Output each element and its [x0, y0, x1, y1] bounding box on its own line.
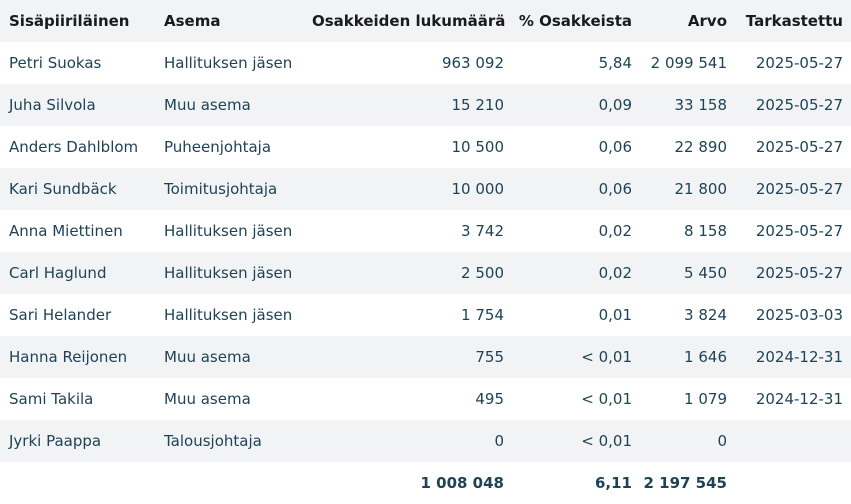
cell-shares: 755	[312, 336, 512, 378]
cell-insider: Petri Suokas	[0, 42, 156, 84]
table-header: Sisäpiiriläinen Asema Osakkeiden lukumää…	[0, 0, 851, 42]
cell-value: 8 158	[640, 210, 735, 252]
column-header-value[interactable]: Arvo	[640, 0, 735, 42]
column-header-insider[interactable]: Sisäpiiriläinen	[0, 0, 156, 42]
cell-shares: 15 210	[312, 84, 512, 126]
totals-empty-cell	[735, 462, 851, 504]
total-value: 2 197 545	[640, 462, 735, 504]
cell-percent: < 0,01	[512, 336, 640, 378]
cell-value: 5 450	[640, 252, 735, 294]
cell-percent: 0,02	[512, 252, 640, 294]
table-row: Jyrki Paappa Talousjohtaja 0 < 0,01 0	[0, 420, 851, 462]
cell-checked: 2025-03-03	[735, 294, 851, 336]
cell-checked: 2025-05-27	[735, 252, 851, 294]
cell-value: 2 099 541	[640, 42, 735, 84]
cell-shares: 3 742	[312, 210, 512, 252]
column-header-shares[interactable]: Osakkeiden lukumäärä	[312, 0, 512, 42]
cell-position: Muu asema	[156, 84, 312, 126]
cell-insider: Juha Silvola	[0, 84, 156, 126]
cell-shares: 10 500	[312, 126, 512, 168]
cell-insider: Anna Miettinen	[0, 210, 156, 252]
cell-value: 33 158	[640, 84, 735, 126]
cell-position: Toimitusjohtaja	[156, 168, 312, 210]
cell-checked	[735, 420, 851, 462]
cell-value: 21 800	[640, 168, 735, 210]
cell-position: Hallituksen jäsen	[156, 252, 312, 294]
column-header-percent[interactable]: % Osakkeista	[512, 0, 640, 42]
cell-insider: Sami Takila	[0, 378, 156, 420]
table-body: Petri Suokas Hallituksen jäsen 963 092 5…	[0, 42, 851, 462]
cell-position: Puheenjohtaja	[156, 126, 312, 168]
cell-percent: 0,02	[512, 210, 640, 252]
cell-checked: 2025-05-27	[735, 126, 851, 168]
cell-insider: Sari Helander	[0, 294, 156, 336]
cell-value: 1 646	[640, 336, 735, 378]
cell-percent: < 0,01	[512, 378, 640, 420]
cell-shares: 495	[312, 378, 512, 420]
cell-insider: Hanna Reijonen	[0, 336, 156, 378]
cell-shares: 10 000	[312, 168, 512, 210]
cell-value: 22 890	[640, 126, 735, 168]
cell-checked: 2024-12-31	[735, 336, 851, 378]
cell-percent: 0,06	[512, 168, 640, 210]
header-row: Sisäpiiriläinen Asema Osakkeiden lukumää…	[0, 0, 851, 42]
table-row: Hanna Reijonen Muu asema 755 < 0,01 1 64…	[0, 336, 851, 378]
table-row: Petri Suokas Hallituksen jäsen 963 092 5…	[0, 42, 851, 84]
cell-checked: 2025-05-27	[735, 210, 851, 252]
cell-shares: 0	[312, 420, 512, 462]
cell-percent: 5,84	[512, 42, 640, 84]
cell-insider: Kari Sundbäck	[0, 168, 156, 210]
total-shares: 1 008 048	[312, 462, 512, 504]
cell-position: Talousjohtaja	[156, 420, 312, 462]
cell-checked: 2025-05-27	[735, 42, 851, 84]
table-row: Anna Miettinen Hallituksen jäsen 3 742 0…	[0, 210, 851, 252]
column-header-checked[interactable]: Tarkastettu	[735, 0, 851, 42]
cell-shares: 2 500	[312, 252, 512, 294]
table-row: Sami Takila Muu asema 495 < 0,01 1 079 2…	[0, 378, 851, 420]
totals-row: 1 008 048 6,11 2 197 545	[0, 462, 851, 504]
cell-position: Hallituksen jäsen	[156, 42, 312, 84]
cell-value: 0	[640, 420, 735, 462]
cell-position: Muu asema	[156, 336, 312, 378]
totals-empty-cell	[0, 462, 156, 504]
cell-value: 1 079	[640, 378, 735, 420]
table-footer: 1 008 048 6,11 2 197 545	[0, 462, 851, 504]
cell-shares: 1 754	[312, 294, 512, 336]
cell-insider: Anders Dahlblom	[0, 126, 156, 168]
table-row: Anders Dahlblom Puheenjohtaja 10 500 0,0…	[0, 126, 851, 168]
totals-empty-cell	[156, 462, 312, 504]
cell-shares: 963 092	[312, 42, 512, 84]
cell-percent: 0,09	[512, 84, 640, 126]
column-header-position[interactable]: Asema	[156, 0, 312, 42]
table-row: Kari Sundbäck Toimitusjohtaja 10 000 0,0…	[0, 168, 851, 210]
cell-checked: 2025-05-27	[735, 168, 851, 210]
table-row: Sari Helander Hallituksen jäsen 1 754 0,…	[0, 294, 851, 336]
cell-checked: 2025-05-27	[735, 84, 851, 126]
cell-insider: Jyrki Paappa	[0, 420, 156, 462]
cell-percent: 0,06	[512, 126, 640, 168]
cell-position: Hallituksen jäsen	[156, 210, 312, 252]
cell-percent: 0,01	[512, 294, 640, 336]
table-row: Carl Haglund Hallituksen jäsen 2 500 0,0…	[0, 252, 851, 294]
cell-percent: < 0,01	[512, 420, 640, 462]
table-row: Juha Silvola Muu asema 15 210 0,09 33 15…	[0, 84, 851, 126]
cell-checked: 2024-12-31	[735, 378, 851, 420]
cell-position: Muu asema	[156, 378, 312, 420]
cell-value: 3 824	[640, 294, 735, 336]
cell-position: Hallituksen jäsen	[156, 294, 312, 336]
total-percent: 6,11	[512, 462, 640, 504]
cell-insider: Carl Haglund	[0, 252, 156, 294]
